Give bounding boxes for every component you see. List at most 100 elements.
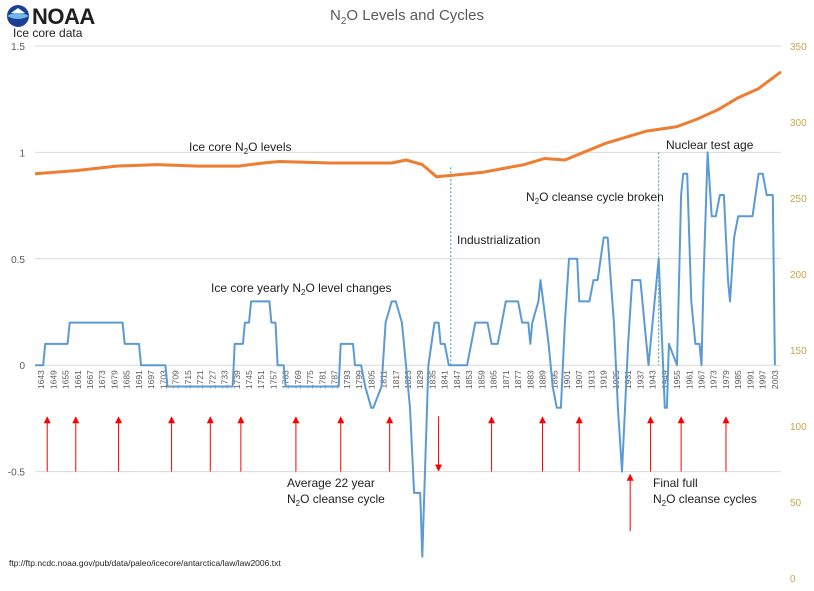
gridlines	[35, 45, 781, 473]
left-tick-label: -0.5	[8, 468, 26, 479]
x-tick-label: 2003	[770, 370, 780, 389]
left-tick-label: 1.5	[11, 42, 25, 53]
x-tick-label: 1835	[427, 370, 437, 389]
x-tick-label: 1769	[293, 370, 303, 389]
left-tick-label: 0.5	[11, 255, 25, 266]
x-tick-label: 1649	[48, 370, 58, 389]
x-tick-label: 1733	[220, 370, 230, 389]
left-tick-label: 0	[19, 361, 25, 372]
x-tick-label: 1787	[330, 370, 340, 389]
x-tick-label: 1919	[599, 370, 609, 389]
x-tick-label: 1679	[109, 370, 119, 389]
right-tick-label: 150	[790, 346, 807, 357]
x-tick-label: 1643	[36, 370, 46, 389]
annotation-average-cycle-line1: Average 22 year	[287, 476, 375, 490]
right-tick-label: 0	[790, 574, 796, 585]
x-tick-label: 1865	[489, 370, 499, 389]
left-axis-ticks: 1.5 1 0.5 0 -0.5	[8, 42, 26, 479]
x-tick-label: 1661	[73, 370, 83, 389]
annotation-final-full-line1: Final full	[653, 476, 698, 490]
right-axis-ticks: 350 300 250 200 150 100 50 0	[790, 42, 807, 585]
x-tick-label: 1985	[733, 370, 743, 389]
noaa-logo-text: NOAA	[32, 4, 95, 29]
x-tick-label: 1895	[550, 370, 560, 389]
x-tick-label: 1685	[122, 370, 132, 389]
series-line-changes	[35, 151, 776, 558]
cycle-arrow-head	[43, 416, 51, 424]
right-tick-label: 100	[790, 422, 807, 433]
cycle-arrow-head	[337, 416, 345, 424]
x-tick-label: 1955	[672, 370, 682, 389]
x-tick-label: 1739	[232, 370, 242, 389]
cycle-arrow-head	[237, 416, 245, 424]
x-tick-label: 1889	[538, 370, 548, 389]
annotation-ice-core-levels: Ice core N2O levels	[189, 140, 292, 156]
source-url: ftp://ftp.ncdc.noaa.gov/pub/data/paleo/i…	[9, 558, 281, 568]
x-tick-label: 1859	[476, 370, 486, 389]
x-tick-label: 1907	[574, 370, 584, 389]
x-tick-label: 1673	[97, 370, 107, 389]
x-tick-label: 1703	[158, 370, 168, 389]
dotted-markers	[450, 152, 660, 366]
x-tick-label: 1727	[207, 370, 217, 389]
right-tick-label: 200	[790, 270, 807, 281]
series-line-levels	[34, 70, 782, 179]
x-tick-label: 1877	[513, 370, 523, 389]
cycle-arrow-head	[539, 416, 547, 424]
x-tick-label: 1913	[586, 370, 596, 389]
x-axis-ticks: 1643 1649 1655 1661 1667 1673 1679 1685 1691 1697…	[36, 370, 780, 389]
noaa-logo-bird	[11, 8, 25, 13]
x-tick-label: 1853	[464, 370, 474, 389]
cycle-arrow-down-head	[435, 464, 443, 472]
x-tick-label: 1817	[391, 370, 401, 389]
cycle-arrow-head	[292, 416, 300, 424]
x-tick-label: 1697	[146, 370, 156, 389]
right-tick-label: 250	[790, 194, 807, 205]
x-tick-label: 1799	[354, 370, 364, 389]
x-tick-label: 1715	[183, 370, 193, 389]
x-tick-label: 1961	[684, 370, 694, 389]
x-tick-label: 1709	[171, 370, 181, 389]
noaa-logo: NOAA	[7, 4, 96, 29]
x-tick-label: 1751	[256, 370, 266, 389]
x-tick-label: 1949	[660, 370, 670, 389]
x-tick-label: 1931	[623, 370, 633, 389]
annotation-final-full-line2: N2O cleanse cycles	[653, 492, 757, 508]
x-tick-label: 1937	[635, 370, 645, 389]
x-tick-label: 1775	[305, 370, 315, 389]
noaa-logo-wave	[7, 12, 29, 19]
x-tick-label: 1901	[562, 370, 572, 389]
annotation-cleanse-cycle-broken: N2O cleanse cycle broken	[526, 190, 664, 206]
x-tick-label: 1967	[697, 370, 707, 389]
cycle-arrow-head	[677, 416, 685, 424]
series-lines	[34, 70, 782, 558]
x-tick-label: 1781	[317, 370, 327, 389]
x-tick-label: 1721	[195, 370, 205, 389]
left-tick-label: 1	[19, 148, 25, 159]
right-tick-label: 50	[790, 498, 802, 509]
x-tick-label: 1793	[342, 370, 352, 389]
x-tick-label: 1979	[721, 370, 731, 389]
chart-title: N2O Levels and Cycles	[330, 7, 484, 27]
cycle-arrow-head	[168, 416, 176, 424]
cycle-arrow-head	[386, 416, 394, 424]
x-tick-label: 1805	[366, 370, 376, 389]
x-tick-label: 1883	[525, 370, 535, 389]
x-tick-label: 1943	[648, 370, 658, 389]
cycle-arrow-head	[72, 416, 80, 424]
x-tick-label: 1811	[379, 370, 389, 389]
x-tick-label: 1871	[501, 370, 511, 389]
right-tick-label: 300	[790, 118, 807, 129]
x-tick-label: 1655	[61, 370, 71, 389]
x-tick-label: 1667	[85, 370, 95, 389]
x-tick-label: 1829	[415, 370, 425, 389]
x-tick-label: 1973	[709, 370, 719, 389]
right-tick-label: 350	[790, 42, 807, 53]
annotation-nuclear-test-age: Nuclear test age	[666, 138, 754, 152]
annotation-industrialization: Industrialization	[457, 233, 540, 247]
annotation-average-cycle-line2: N2O cleanse cycle	[287, 492, 385, 508]
x-tick-label: 1997	[758, 370, 768, 389]
annotation-yearly-changes: Ice core yearly N2O level changes	[211, 281, 392, 297]
